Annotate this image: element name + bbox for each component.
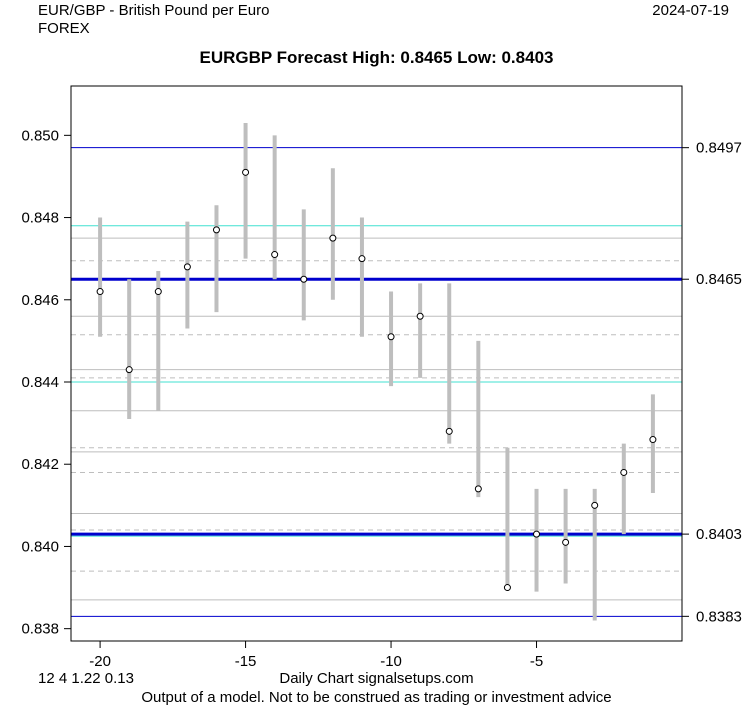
x-axis: -20 -15 -10 -5 [89,641,543,670]
y-tick-label: 0.844 [21,374,59,391]
close-point [212,226,220,234]
chart-title: EURGBP Forecast High: 0.8465 Low: 0.8403 [199,48,554,67]
close-point [125,366,133,374]
y-tick-label: 0.848 [21,210,59,227]
close-points [96,168,657,592]
right-tick-label: 0.8383 [696,608,742,625]
x-tick-label: -20 [89,653,111,670]
right-tick-label: 0.8403 [696,526,742,543]
right-axis: 0.8497 0.8465 0.8403 0.8383 [682,140,742,625]
close-point [183,263,191,271]
close-point [649,436,657,444]
y-tick-label: 0.840 [21,538,59,555]
y-tick-label: 0.850 [21,127,59,144]
close-point [474,485,482,493]
close-point [591,501,599,509]
disclaimer: Output of a model. Not to be construed a… [141,689,612,706]
close-point [242,168,250,176]
close-point [271,251,279,259]
y-axis: 0.838 0.840 0.842 0.844 0.846 0.848 0.850 [21,127,71,638]
close-point [154,288,162,296]
model-params: 12 4 1.22 0.13 [38,670,134,687]
level-lines [71,147,682,617]
close-point [620,468,628,476]
close-point [445,427,453,435]
ticker-label: EUR/GBP - British Pound per Euro [38,2,270,19]
right-tick-label: 0.8497 [696,140,742,157]
close-point [96,288,104,296]
close-point [300,275,308,283]
y-tick-label: 0.846 [21,292,59,309]
close-point [503,584,511,592]
date-label: 2024-07-19 [652,2,729,19]
close-point [533,530,541,538]
plot-frame [70,85,683,642]
close-point [416,312,424,320]
close-point [562,538,570,546]
y-tick-label: 0.842 [21,456,59,473]
x-tick-label: -5 [530,653,543,670]
close-point [387,333,395,341]
x-tick-label: -10 [380,653,402,670]
market-label: FOREX [38,20,90,37]
right-tick-label: 0.8465 [696,271,742,288]
x-tick-label: -15 [235,653,257,670]
close-point [329,234,337,242]
source-label: Daily Chart signalsetups.com [279,670,474,687]
price-range-bars [98,123,655,621]
y-tick-label: 0.838 [21,621,59,638]
close-point [358,255,366,263]
